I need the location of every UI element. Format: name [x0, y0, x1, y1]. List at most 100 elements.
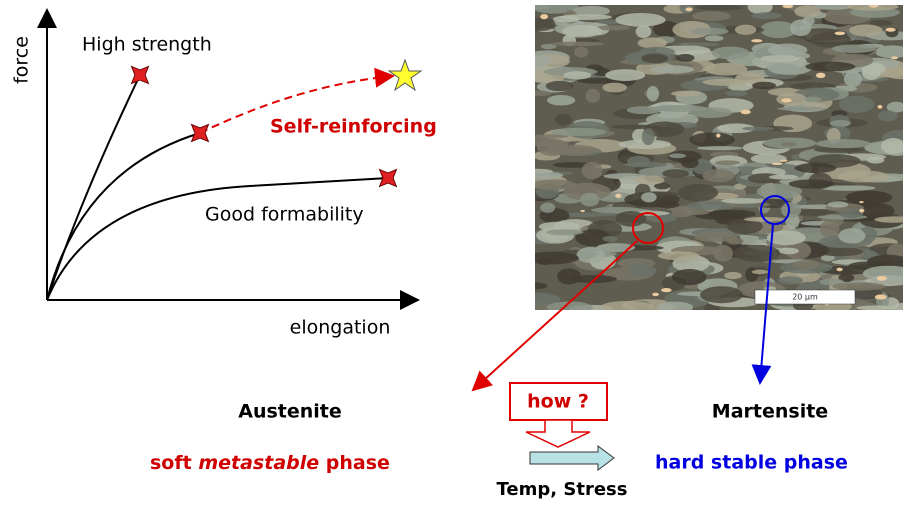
grain [751, 154, 787, 164]
grain [641, 53, 668, 63]
grain [802, 17, 815, 26]
grain [635, 175, 664, 184]
grain [769, 175, 799, 180]
grain [849, 24, 883, 36]
grain [641, 192, 657, 202]
grain [615, 194, 621, 198]
break-point [183, 116, 217, 150]
word: soft [150, 452, 192, 474]
grain [838, 171, 890, 183]
grain [651, 105, 707, 112]
grain [745, 267, 758, 281]
grain [702, 169, 734, 182]
grain [601, 301, 654, 312]
grain [839, 96, 874, 113]
grain [881, 138, 906, 154]
grain [658, 251, 700, 260]
grain [625, 162, 668, 167]
page: {"graph": {"y_axis_label": "force", "x_a… [0, 0, 917, 506]
grain [685, 7, 692, 11]
curve-label: High strength [82, 34, 212, 56]
grain [779, 248, 799, 255]
grain [794, 5, 820, 17]
grain [705, 63, 748, 76]
diagram: force elongation High strength Self-rein… [0, 0, 917, 506]
grain [520, 90, 551, 96]
grain [789, 179, 835, 188]
grain [696, 5, 742, 10]
grain [580, 193, 599, 207]
grain [836, 268, 842, 272]
grain [874, 216, 916, 222]
grain [661, 288, 671, 292]
grain [551, 128, 607, 136]
grain [524, 55, 552, 66]
grain [844, 71, 862, 87]
grain [532, 180, 577, 190]
grain [711, 47, 749, 60]
hollow-arrow [526, 420, 590, 447]
grain [669, 153, 686, 158]
x-axis-label: elongation [290, 317, 391, 339]
grain [689, 133, 735, 147]
grain [602, 236, 617, 242]
grain [555, 114, 572, 126]
grain [705, 35, 724, 41]
grain [845, 191, 892, 204]
grain [780, 160, 788, 162]
grain [859, 201, 863, 203]
grain [545, 145, 598, 156]
grain [605, 69, 645, 81]
grain [697, 146, 743, 150]
transform-arrow [530, 446, 614, 470]
word: metastable [198, 452, 319, 474]
grain [694, 232, 737, 242]
grain [891, 56, 898, 59]
grain [838, 228, 865, 243]
grain [612, 125, 657, 130]
grain [681, 157, 699, 168]
break-point [123, 58, 157, 92]
grain [805, 62, 855, 72]
grain [671, 91, 702, 97]
grain [647, 86, 659, 101]
grain [725, 90, 747, 96]
grain [679, 2, 694, 14]
grain [742, 127, 774, 131]
grain [878, 110, 898, 121]
grain [781, 202, 801, 218]
grain [859, 209, 864, 213]
phase-desc: soft metastable phase [150, 452, 390, 474]
grain [560, 14, 612, 20]
grain [876, 276, 887, 281]
grain [716, 133, 720, 137]
grain [752, 270, 769, 275]
grain [678, 184, 718, 201]
grain [692, 11, 731, 21]
grain [856, 305, 895, 310]
grain [776, 93, 807, 106]
grain [832, 282, 885, 290]
grain [878, 105, 883, 109]
grain [734, 245, 780, 262]
grain [616, 211, 646, 227]
grain [546, 229, 583, 235]
grain [748, 0, 773, 14]
grain [580, 210, 585, 212]
grain [886, 28, 896, 32]
grain [751, 39, 762, 42]
grain [700, 286, 743, 303]
grain [778, 107, 828, 111]
grain [869, 2, 879, 7]
scale-label: 20 µm [792, 293, 818, 302]
grain [596, 25, 630, 30]
grain [549, 42, 604, 46]
grain [835, 31, 846, 35]
curve [47, 75, 140, 300]
grain [691, 28, 729, 35]
phase-name: Austenite [238, 401, 342, 423]
micrograph [512, 0, 917, 315]
grain [526, 17, 555, 31]
y-axis-label: force [11, 36, 33, 84]
grain [582, 162, 603, 179]
